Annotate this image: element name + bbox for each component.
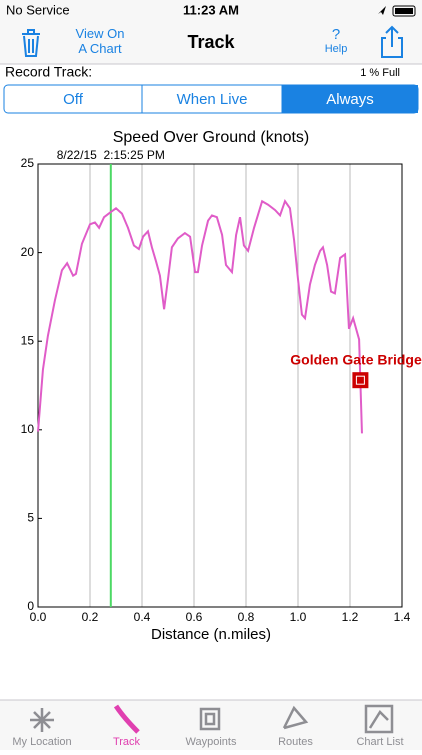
x-tick-label: 0.8 [238,610,255,624]
tab-icon[interactable] [199,707,221,731]
x-tick-label: 0.2 [82,610,99,624]
tab-label[interactable]: Routes [278,736,313,748]
view-on-chart[interactable]: View On A Chart [76,26,125,56]
tab-icon[interactable] [30,708,54,732]
y-tick-label: 15 [21,333,35,347]
y-tick-label: 25 [21,156,35,170]
x-tick-label: 1.2 [342,610,359,624]
tab-label[interactable]: My Location [12,736,71,748]
segment[interactable]: Off [63,91,84,108]
share-button[interactable] [381,25,403,58]
segment-selected [282,85,418,113]
tab-label[interactable]: Track [113,736,141,748]
battery-level [395,8,413,14]
segment[interactable]: When Live [177,91,248,108]
help-label[interactable]: Help [325,43,348,55]
x-axis-label: Distance (n.miles) [151,626,271,643]
usage: 1 % Full [360,67,400,79]
view-on-chart-line[interactable]: View On [76,26,125,41]
nav-title: Track [187,32,235,52]
tab-icon[interactable] [282,705,309,730]
y-tick-label: 10 [21,422,35,436]
tab-icon[interactable] [113,704,140,734]
tab-label[interactable]: Waypoints [186,736,237,748]
annotation-label: Golden Gate Bridge [290,352,422,368]
clock: 11:23 AM [183,2,239,17]
x-tick-label: 0.0 [30,610,47,624]
location-icon [378,6,386,15]
battery [392,5,416,17]
help-icon[interactable]: ? [332,26,340,43]
x-tick-label: 0.6 [186,610,203,624]
nav-background [0,0,422,64]
cursor-label: 8/22/15 2:15:25 PM [57,148,165,162]
y-tick-label: 20 [21,245,35,259]
y-tick-label: 5 [27,511,34,525]
trash-button[interactable] [22,29,40,57]
y-tick-label: 0 [27,599,34,613]
segment[interactable]: Always [326,91,374,108]
chart-title: Speed Over Ground (knots) [113,129,310,146]
carrier: No Service [6,2,70,17]
annotation-marker-inner [355,375,365,385]
x-tick-label: 1.4 [394,610,411,624]
tab-icon[interactable] [364,704,394,734]
plot-frame [37,163,403,608]
record-label: Record Track: [5,64,92,80]
x-tick-label: 0.4 [134,610,151,624]
annotation-marker [352,372,369,389]
view-on-chart-line[interactable]: A Chart [78,41,122,56]
speed-line [37,199,363,434]
x-tick-label: 1.0 [290,610,307,624]
tab-label[interactable]: Chart List [356,736,403,748]
